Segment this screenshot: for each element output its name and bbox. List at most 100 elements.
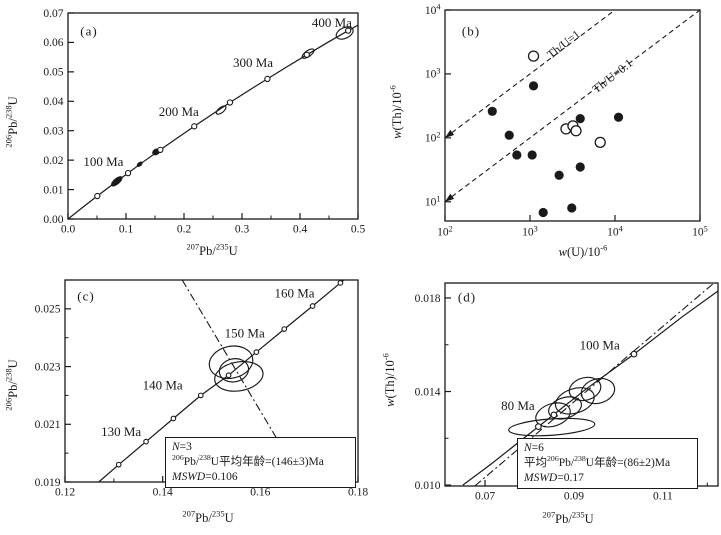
panel-a-x-axis-title: 207Pb/235U — [186, 241, 238, 258]
x-tick-label: 0.07 — [475, 491, 495, 503]
concordia-age-marker — [170, 415, 177, 422]
panel-c-x-axis-title: 207Pb/235U — [182, 508, 234, 525]
y-tick-label: 102 — [425, 130, 441, 144]
error-ellipse — [568, 376, 602, 402]
ref-line-arrow — [445, 129, 455, 138]
panel-b-y-axis-title: w(Th)/10-6 — [387, 85, 404, 139]
x-tick-label: 103 — [522, 224, 538, 238]
panel-d-x-axis-title: 207Pb/235U — [542, 509, 594, 526]
concordia-age-marker — [124, 169, 132, 177]
x-tick-label: 0.18 — [348, 487, 368, 499]
age-label: 150 Ma — [225, 326, 265, 341]
error-ellipse — [218, 358, 250, 383]
concordia-age-marker — [281, 326, 288, 332]
open-data-point — [570, 125, 582, 137]
x-tick-label: 105 — [692, 224, 708, 238]
x-tick-label: 0.12 — [55, 487, 75, 499]
x-tick-label: 0.5 — [351, 224, 366, 236]
concordia-age-marker — [143, 438, 149, 445]
error-ellipse — [508, 417, 596, 437]
filled-data-point — [554, 170, 564, 180]
concordia-age-marker — [197, 392, 204, 399]
filled-data-point — [538, 207, 548, 218]
x-tick-label: 0.16 — [250, 487, 270, 499]
concordia-age-marker — [94, 192, 101, 200]
error-ellipse — [215, 105, 227, 115]
x-tick-label: 0.2 — [177, 224, 192, 236]
discordia-dashdot-line — [181, 279, 288, 457]
filled-error-ellipse — [136, 161, 143, 167]
error-ellipse — [214, 361, 264, 392]
ref-line-arrow — [445, 193, 455, 202]
panel-b-frame — [444, 9, 701, 222]
filled-data-point — [527, 150, 537, 160]
panel-d-mswd: MSWD=0.17 — [524, 471, 584, 484]
panel-c-mean-age: 206Pb/238U平均年龄=(146±3)Ma — [172, 452, 324, 468]
panel-b-x-axis-title: w(U)/10-6 — [558, 242, 608, 259]
x-tick-label: 0.11 — [653, 491, 673, 503]
age-label: 100 Ma — [83, 154, 123, 169]
filled-data-point — [504, 130, 514, 140]
y-tick-label: 0.018 — [415, 293, 441, 305]
panel-d-y-axis-title: w(Th)/10-6 — [380, 353, 397, 407]
panel-a-label: (a) — [80, 23, 98, 39]
open-data-point — [527, 50, 540, 62]
error-ellipse — [208, 345, 254, 380]
y-tick-label: 104 — [425, 3, 442, 17]
x-tick-label: 102 — [437, 224, 453, 238]
panel-c-mswd: MSWD=0.106 — [172, 470, 238, 483]
panel-c-result-box: N=3 206Pb/238U平均年龄=(146±3)Ma MSWD=0.106 — [165, 437, 356, 489]
age-label: 200 Ma — [159, 104, 199, 119]
x-tick-label: 0.09 — [564, 491, 584, 503]
discordia-dashdot-line — [474, 282, 715, 487]
filled-data-point — [528, 81, 539, 91]
age-label: 140 Ma — [143, 378, 183, 393]
y-tick-label: 0.03 — [43, 126, 63, 138]
x-tick-label: 0.4 — [293, 224, 308, 236]
concordia-age-marker — [225, 372, 232, 379]
error-ellipse — [548, 396, 583, 420]
y-tick-label: 0.07 — [43, 8, 63, 20]
concordia-age-marker — [550, 411, 558, 419]
age-label: 160 Ma — [274, 285, 314, 300]
age-label: 400 Ma — [312, 15, 352, 30]
panel-d-plot: 0.07 0.09 0.11 0.010 0.014 0.018 80 Ma 100 Ma — [415, 282, 719, 503]
concordia-age-marker — [344, 27, 352, 34]
x-tick-label: 0.1 — [119, 224, 134, 236]
concordia-curve — [67, 24, 359, 220]
filled-data-point — [567, 203, 577, 213]
filled-data-point — [512, 150, 522, 160]
panel-a-y-axis-title: 206Pb/238U — [3, 96, 20, 148]
ref-line-label: Th/U=1 — [544, 27, 583, 61]
error-ellipse — [535, 402, 571, 428]
x-tick-label: 104 — [607, 224, 624, 238]
y-tick-label: 0.023 — [35, 361, 61, 373]
y-tick-label: 0.014 — [415, 386, 441, 398]
y-tick-label: 0.025 — [35, 304, 61, 316]
concordia-age-marker — [303, 51, 310, 58]
y-tick-label: 0.06 — [43, 37, 63, 49]
panel-c-n-value: N=3 — [172, 441, 192, 453]
x-tick-label: 0.3 — [235, 224, 250, 236]
concordia-age-marker — [226, 99, 234, 106]
y-tick-label: 0.010 — [415, 480, 441, 492]
ref-line — [444, 9, 701, 203]
error-ellipse — [335, 26, 354, 40]
concordia-age-marker — [157, 146, 164, 153]
panel-d-result-box: N=6 平均206Pb/238U年龄=(86±2)Ma MSWD=0.17 — [517, 438, 698, 490]
error-ellipse — [554, 387, 595, 415]
x-tick-label: 0.0 — [61, 224, 76, 236]
filled-data-point — [613, 112, 624, 122]
concordia-age-marker — [535, 423, 542, 430]
ref-line-label: Th/U=0.1 — [590, 56, 636, 96]
concordia-age-marker — [337, 280, 344, 286]
y-tick-label: 0.021 — [35, 419, 61, 431]
filled-error-ellipse — [110, 176, 123, 187]
filled-data-point — [487, 106, 497, 116]
panel-a-frame — [67, 12, 359, 220]
concordia-age-marker — [264, 75, 271, 83]
y-tick-label: 0.05 — [43, 67, 63, 79]
open-data-point — [594, 136, 606, 149]
concordia-age-marker — [253, 349, 260, 355]
